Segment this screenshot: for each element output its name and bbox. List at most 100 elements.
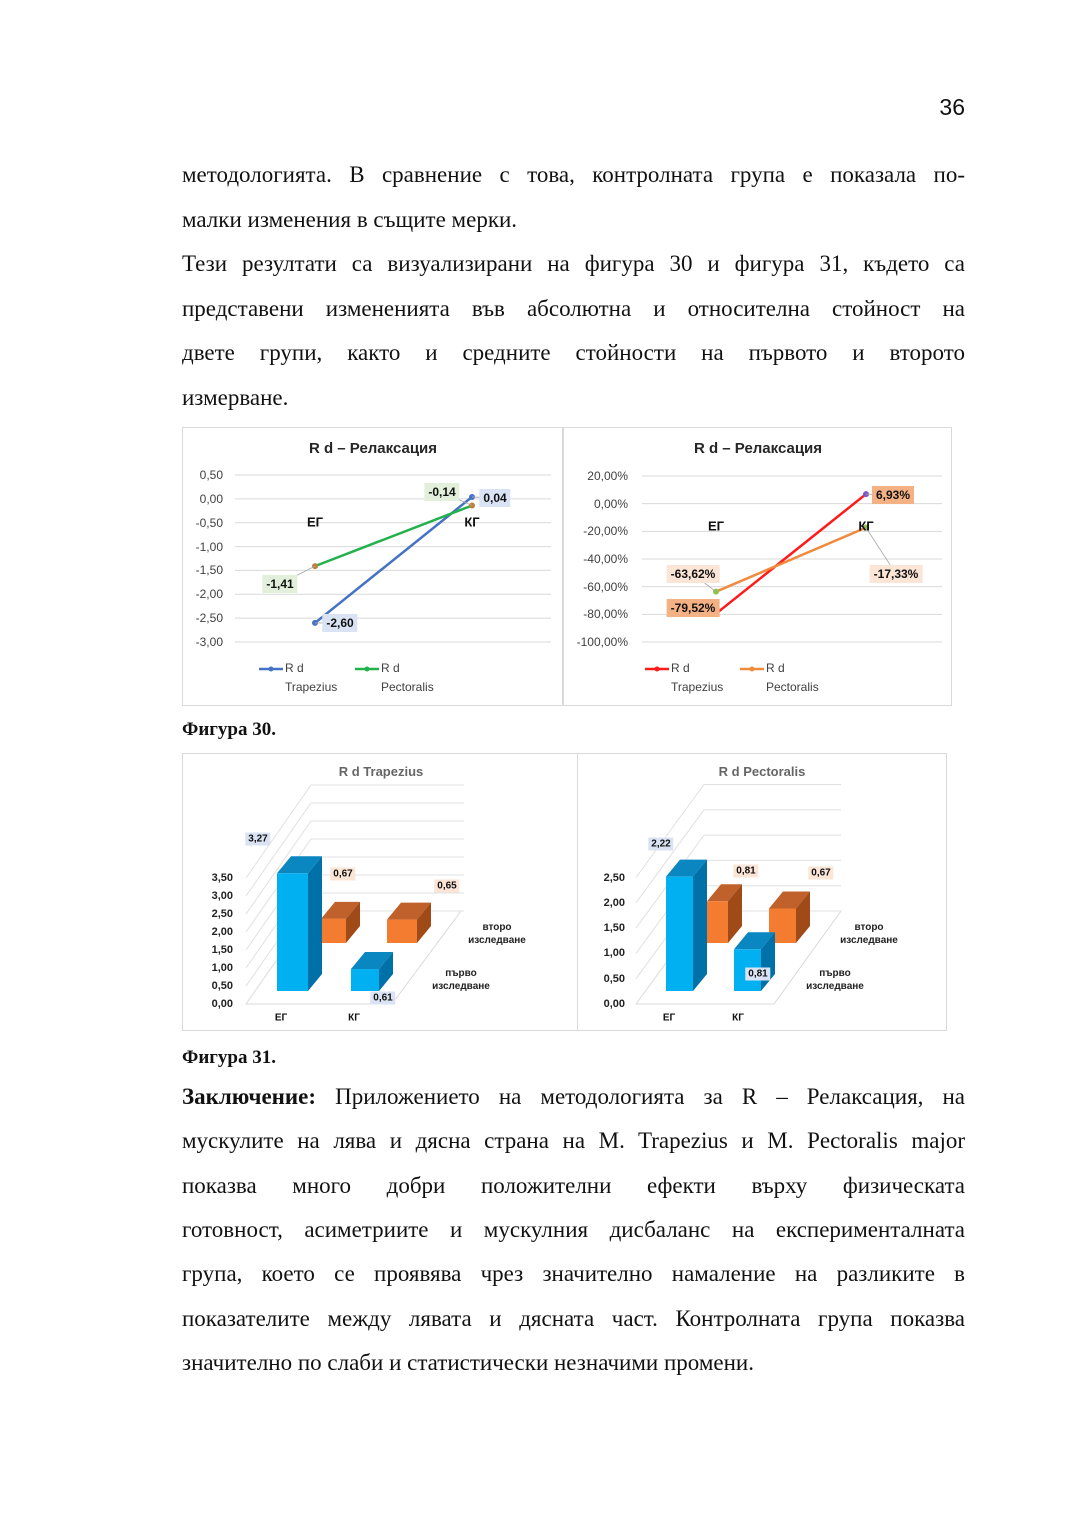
data-label: 0,81 [745, 967, 771, 981]
y-tick-label: 0,00 [211, 998, 233, 1010]
category-label: ЕГ [306, 514, 324, 530]
conclusion-line: група, което се проявява чрез значително… [182, 1261, 965, 1286]
legend-marker [364, 666, 370, 672]
legend-marker [268, 666, 274, 672]
legend-entry: R d Trapezius [285, 661, 338, 694]
conclusion-line: мускулите на лява и дясна страна на M. T… [182, 1128, 965, 1153]
series-line [314, 495, 473, 624]
y-tick-label: 1,50 [603, 922, 625, 935]
bar-chart-pectoralis: 2,50 2,00 1,50 1,00 0,50 0,00 R d Pectoralis 2,… [577, 753, 947, 1031]
conclusion-text: Приложението на методологията за R – Рел… [316, 1084, 965, 1109]
data-label: 0,67 [808, 866, 834, 880]
y-tick-label: 3,00 [211, 890, 233, 902]
category-label: ЕГ [662, 1012, 676, 1024]
y-tick-label: 0,50 [603, 972, 625, 985]
wall-gridline [245, 784, 464, 879]
series-axis-label: първо изследване [806, 968, 864, 992]
bar-side [728, 884, 742, 943]
y-tick-label: 3,50 [211, 872, 233, 884]
y-tick-label: -2,00 [195, 587, 223, 602]
y-tick-label: -0,50 [195, 515, 223, 530]
y-tick-label: -60,00% [583, 579, 628, 594]
figure31-caption: Фигура 31. [182, 1047, 276, 1068]
series-line [715, 493, 867, 615]
bar-top [734, 932, 775, 950]
category-label: ЕГ [274, 1012, 288, 1024]
bar [387, 919, 417, 943]
data-label: -2,60 [322, 614, 358, 632]
bar [351, 969, 379, 991]
paragraph2-line: измерване. [182, 385, 289, 410]
data-label: -1,41 [262, 575, 298, 593]
paragraph1-line: методологията. В сравнение с това, контр… [182, 162, 965, 187]
legend-entry: R d Pectoralis [381, 661, 434, 694]
data-label: -79,52% [666, 599, 720, 617]
data-label: 3,27 [245, 832, 271, 846]
series-axis-label: второ изследване [840, 922, 898, 946]
conclusion-label: Заключение: [182, 1084, 317, 1109]
y-tick-label: 2,50 [603, 871, 625, 884]
chart-title: R d – Релаксация [308, 440, 438, 457]
conclusion-line: значително по слаби и статистически незн… [182, 1350, 754, 1375]
category-label: ЕГ [707, 518, 725, 534]
paragraph2-line: Тези резултати са визуализирани на фигур… [182, 251, 965, 276]
legend-marker [749, 666, 755, 672]
bar-side [693, 859, 707, 991]
series-axis-label: второ изследване [468, 922, 526, 946]
y-tick-label: -3,00 [195, 635, 223, 649]
conclusion-line: показва много добри положителни ефекти в… [182, 1173, 965, 1198]
data-label: 0,61 [370, 991, 396, 1005]
y-tick-label: -1,00 [195, 539, 223, 554]
chart-plot [245, 784, 464, 1005]
data-label: -63,62% [666, 565, 720, 583]
data-label: -0,14 [424, 483, 460, 501]
bar [666, 876, 693, 991]
legend-marker [654, 666, 660, 672]
data-point [312, 563, 318, 570]
bar [321, 918, 346, 943]
chart-plot [635, 784, 842, 1005]
data-label: 2,22 [648, 837, 674, 851]
bar-top [351, 952, 393, 970]
category-label: КГ [348, 1012, 360, 1024]
y-tick-label: 0,00 [199, 491, 223, 506]
y-tick-label: -40,00% [583, 552, 628, 566]
y-tick-label: 2,00 [211, 926, 233, 938]
paragraph2-line: двете групи, както и средните стойности … [182, 340, 965, 365]
y-tick-label: 1,00 [603, 947, 625, 960]
chart-title: R d Pectoralis [718, 764, 806, 779]
y-tick-label: 1,00 [211, 962, 233, 974]
y-tick-label: -100,00% [576, 635, 628, 649]
data-label: 0,67 [330, 867, 356, 881]
series-line [715, 526, 867, 593]
bar-side [417, 902, 431, 943]
paragraph2-line: представени измененията във абсолютна и … [182, 296, 965, 321]
y-tick-label: 0,00% [593, 496, 628, 511]
wall-gridline [245, 838, 464, 933]
bar-top [387, 902, 431, 920]
category-label: КГ [732, 1012, 744, 1024]
y-tick-label: 0,00 [603, 998, 625, 1010]
y-tick-label: 0,50 [211, 980, 233, 992]
category-label: КГ [858, 518, 874, 534]
data-label: 0,04 [479, 489, 511, 507]
legend-entry: R d Pectoralis [766, 661, 819, 694]
y-tick-label: 2,00 [603, 896, 625, 909]
bar-side [346, 901, 360, 943]
y-tick-label: -1,50 [195, 563, 223, 578]
bar-chart-trapezius: 3,50 3,00 2,50 2,00 1,50 1,00 0,50 0,00 R d Trap… [182, 753, 578, 1031]
y-tick-label: 20,00% [587, 469, 628, 483]
category-label: КГ [464, 514, 480, 530]
wall-gridline [635, 834, 841, 929]
bar-top [769, 891, 810, 909]
y-tick-label: -80,00% [583, 607, 628, 622]
bar-side [796, 891, 810, 943]
data-label: -17,33% [869, 565, 923, 583]
y-tick-label: 1,50 [211, 944, 233, 956]
figure30-caption: Фигура 30. [182, 719, 276, 740]
data-label: 0,81 [733, 864, 759, 878]
wall-gridline [245, 802, 464, 897]
y-tick-label: 2,50 [211, 908, 233, 920]
bar-top [707, 884, 742, 902]
bar [707, 901, 728, 943]
